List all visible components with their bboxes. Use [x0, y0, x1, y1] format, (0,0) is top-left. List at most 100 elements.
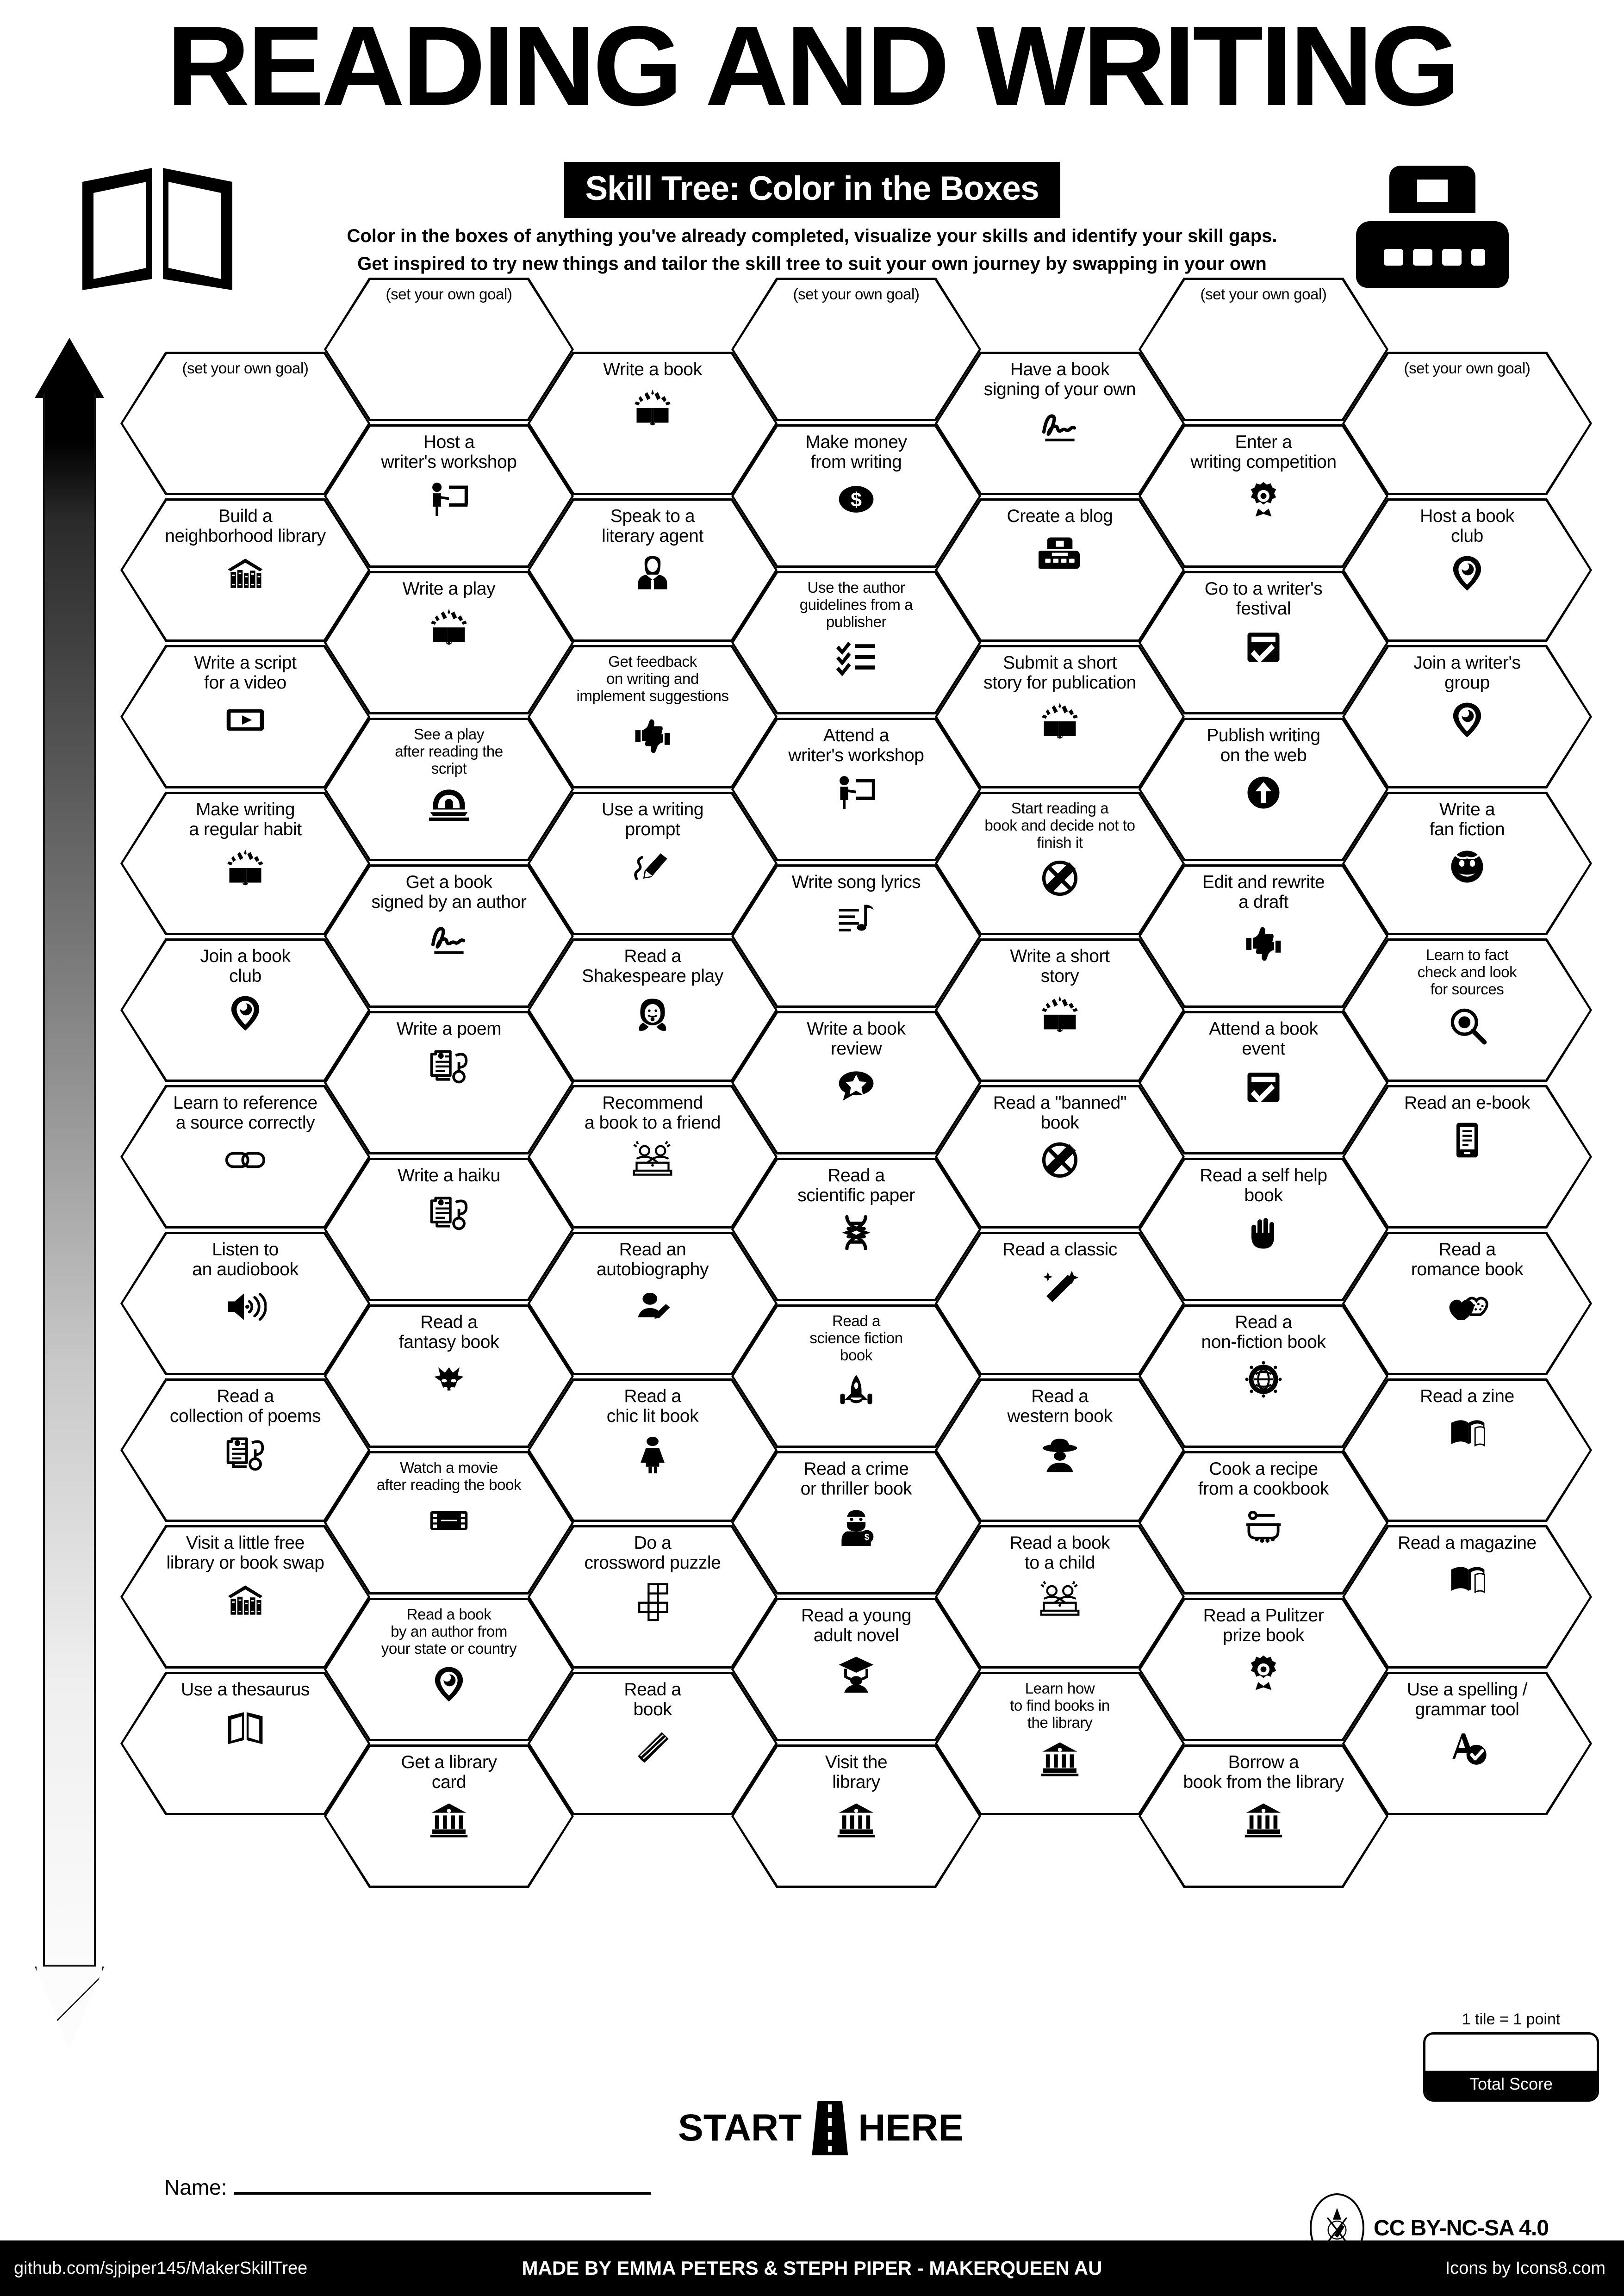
hex-fill[interactable] — [1141, 280, 1386, 419]
skill-tile[interactable]: Read a non-fiction book — [1139, 1304, 1388, 1448]
skill-tile[interactable]: Go to a writer's festival — [1139, 571, 1388, 714]
hex-fill[interactable] — [123, 794, 368, 933]
hex-fill[interactable] — [326, 427, 572, 565]
skill-tile[interactable]: Make writing a regular habit — [120, 792, 370, 935]
skill-tile[interactable]: Learn to reference a source correctly — [120, 1085, 370, 1229]
skill-tile[interactable]: Read a Shakespeare play — [528, 938, 778, 1082]
hex-fill[interactable] — [123, 1527, 368, 1666]
skill-tile[interactable]: Learn to fact check and look for sources — [1342, 938, 1592, 1082]
score-box[interactable]: Total Score — [1423, 2032, 1599, 2102]
skill-tile[interactable]: (set your own goal) — [1342, 352, 1592, 495]
skill-tile[interactable]: Host a writer's workshop — [324, 424, 574, 568]
hex-fill[interactable] — [530, 1527, 775, 1666]
hex-fill[interactable] — [326, 1747, 572, 1886]
hex-fill[interactable] — [734, 280, 979, 419]
skill-tile[interactable]: Read a Pulitzer prize book — [1139, 1598, 1388, 1741]
hex-fill[interactable] — [530, 1087, 775, 1226]
skill-tile[interactable]: Visit the library — [731, 1744, 981, 1888]
skill-tile[interactable]: Get a book signed by an author — [324, 864, 574, 1008]
skill-tile[interactable]: (set your own goal) — [731, 278, 981, 421]
hex-fill[interactable] — [734, 1747, 979, 1886]
skill-tile[interactable]: Visit a little free library or book swap — [120, 1525, 370, 1669]
hex-fill[interactable] — [123, 1674, 368, 1813]
skill-tile[interactable]: Learn how to find books in the library — [935, 1672, 1185, 1815]
skill-tile[interactable]: Use a thesaurus — [120, 1672, 370, 1815]
skill-tile[interactable]: (set your own goal) — [120, 352, 370, 495]
skill-tile[interactable]: Write song lyrics — [731, 864, 981, 1008]
hex-fill[interactable] — [734, 573, 979, 712]
skill-tile[interactable]: Read a self help book — [1139, 1158, 1388, 1301]
skill-tile[interactable]: Submit a short story for publication — [935, 645, 1185, 788]
score-input-area[interactable] — [1425, 2035, 1597, 2071]
skill-tile[interactable]: Read a fantasy book — [324, 1304, 574, 1448]
skill-tile[interactable]: Read a science fiction book — [731, 1304, 981, 1448]
skill-tile[interactable]: Do a crossword puzzle — [528, 1525, 778, 1669]
skill-tile[interactable]: Create a blog — [935, 498, 1185, 642]
skill-tile[interactable]: Read a young adult novel — [731, 1598, 981, 1741]
skill-tile[interactable]: Borrow a book from the library — [1139, 1744, 1388, 1888]
skill-tile[interactable]: Write a play — [324, 571, 574, 714]
skill-tile[interactable]: Read a crime or thriller book $ — [731, 1451, 981, 1595]
skill-tile[interactable]: Write a fan fiction — [1342, 792, 1592, 935]
skill-tile[interactable]: Read a book to a child — [935, 1525, 1185, 1669]
skill-tile[interactable]: Host a book club — [1342, 498, 1592, 642]
skill-tile[interactable]: Use the author guidelines from a publisher — [731, 571, 981, 714]
hex-fill[interactable] — [326, 720, 572, 859]
hex-fill[interactable] — [326, 1160, 572, 1299]
skill-tile[interactable]: Build a neighborhood library — [120, 498, 370, 642]
hex-fill[interactable] — [937, 501, 1182, 639]
footer-repo-link[interactable]: github.com/sjpiper145/MakerSkillTree — [14, 2258, 308, 2278]
skill-tile[interactable]: Read a scientific paper — [731, 1158, 981, 1301]
skill-tile[interactable]: Enter a writing competition — [1139, 424, 1388, 568]
hex-fill[interactable] — [1344, 1527, 1590, 1666]
skill-tile[interactable]: Read a magazine — [1342, 1525, 1592, 1669]
hex-fill[interactable] — [937, 941, 1182, 1080]
skill-tile[interactable]: Read a book by an author from your state o… — [324, 1598, 574, 1741]
hex-fill[interactable] — [1141, 1747, 1386, 1886]
skill-tile[interactable]: Use a spelling / grammar tool — [1342, 1672, 1592, 1815]
skill-tile[interactable]: Read a classic — [935, 1232, 1185, 1375]
skill-tile[interactable]: See a play after reading the script — [324, 718, 574, 861]
skill-tile[interactable]: Write a poem — [324, 1011, 574, 1154]
skill-tile[interactable]: Watch a movie after reading the book — [324, 1451, 574, 1595]
skill-tile[interactable]: Read an e-book — [1342, 1085, 1592, 1229]
hex-fill[interactable] — [123, 354, 368, 493]
hex-fill[interactable] — [937, 647, 1182, 786]
hex-fill[interactable] — [123, 1234, 368, 1373]
skill-tile[interactable]: Read a collection of poems — [120, 1378, 370, 1522]
skill-tile[interactable]: Publish writing on the web — [1139, 718, 1388, 861]
skill-tile[interactable]: Write a haiku — [324, 1158, 574, 1301]
skill-tile[interactable]: Read a book — [528, 1672, 778, 1815]
skill-tile[interactable]: Get feedback on writing and implement sugg… — [528, 645, 778, 788]
hex-fill[interactable] — [326, 1013, 572, 1152]
skill-tile[interactable]: Start reading a book and decide not to fin… — [935, 792, 1185, 935]
skill-tile[interactable]: Read a chic lit book — [528, 1378, 778, 1522]
skill-tile[interactable]: Write a script for a video — [120, 645, 370, 788]
hex-fill[interactable] — [123, 1087, 368, 1226]
hex-fill[interactable] — [1344, 354, 1590, 493]
skill-tile[interactable]: Get a library card — [324, 1744, 574, 1888]
skill-tile[interactable]: Cook a recipe from a cookbook — [1139, 1451, 1388, 1595]
skill-tile[interactable]: Read a romance book — [1342, 1232, 1592, 1375]
hex-fill[interactable] — [1344, 1381, 1590, 1520]
skill-tile[interactable]: Join a writer's group — [1342, 645, 1592, 788]
skill-tile[interactable]: Attend a writer's workshop — [731, 718, 981, 861]
skill-tile[interactable]: Attend a book event — [1139, 1011, 1388, 1154]
name-field-row[interactable]: Name: — [164, 2175, 651, 2200]
skill-tile[interactable]: Make money from writing $ — [731, 424, 981, 568]
hex-fill[interactable] — [123, 501, 368, 639]
name-input-line[interactable] — [234, 2192, 651, 2195]
hex-fill[interactable] — [326, 280, 572, 419]
skill-tile[interactable]: (set your own goal) — [1139, 278, 1388, 421]
skill-tile[interactable]: Have a book signing of your own — [935, 352, 1185, 495]
hex-fill[interactable] — [937, 354, 1182, 493]
skill-tile[interactable]: Write a short story — [935, 938, 1185, 1082]
skill-tile[interactable]: (set your own goal) — [324, 278, 574, 421]
hex-fill[interactable] — [937, 1527, 1182, 1666]
skill-tile[interactable]: Read a "banned" book — [935, 1085, 1185, 1229]
skill-tile[interactable]: Recommend a book to a friend — [528, 1085, 778, 1229]
skill-tile[interactable]: Listen to an audiobook — [120, 1232, 370, 1375]
hex-fill[interactable] — [734, 720, 979, 859]
hex-fill[interactable] — [937, 1234, 1182, 1373]
skill-tile[interactable]: Join a book club — [120, 938, 370, 1082]
